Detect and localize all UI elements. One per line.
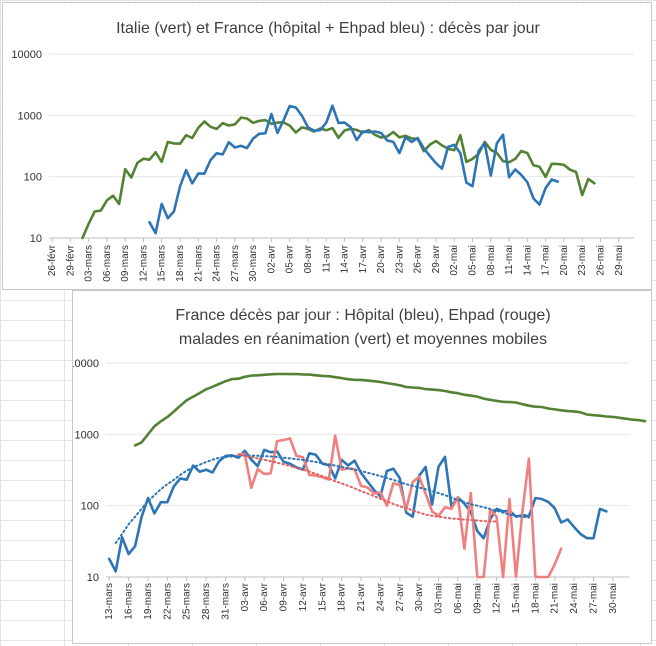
y-tick-label: 10000: [73, 358, 99, 370]
chart-italie-france[interactable]: Italie (vert) et France (hôpital + Ehpad…: [2, 2, 652, 290]
x-tick-label: 05-avr: [285, 244, 296, 273]
x-tick-label: 14-avr: [340, 244, 351, 273]
y-tick-label: 10: [87, 572, 99, 584]
chart-subtitle: malades en réanimation (vert) et moyenne…: [179, 331, 547, 348]
chart-france-deces[interactable]: France décès par jour : Hôpital (bleu), …: [72, 290, 652, 644]
x-tick-label: 24-mars: [212, 245, 223, 282]
x-tick-label: 23-avr: [394, 244, 405, 273]
series-line: [237, 434, 563, 579]
x-tick-label: 29-avr: [431, 244, 442, 273]
x-tick-label: 11-avr: [321, 244, 332, 272]
x-tick-label: 14-mai: [522, 245, 533, 276]
chart-title: France décès par jour : Hôpital (bleu), …: [175, 307, 550, 324]
x-tick-label: 18-avr: [337, 582, 348, 611]
x-tick-label: 02-mai: [449, 245, 460, 276]
x-tick-label: 21-mai: [550, 583, 561, 614]
x-tick-label: 13-mars: [104, 583, 115, 620]
x-tick-label: 15-avr: [317, 582, 328, 611]
x-tick-label: 18-mai: [530, 583, 541, 614]
y-tick-label: 10: [30, 233, 42, 245]
x-tick-label: 06-mars: [102, 245, 113, 282]
series-lines: [81, 104, 596, 240]
y-tick-labels: 10 100 1000 10000: [11, 49, 42, 245]
x-tick-label: 20-mai: [559, 245, 570, 276]
x-tick-label: 03-avr: [240, 582, 251, 611]
y-tick-label: 1000: [75, 429, 99, 441]
x-tick-label: 09-avr: [279, 582, 290, 611]
series-lines: [107, 372, 647, 579]
x-tick-label: 26-mai: [595, 245, 606, 276]
x-tick-label: 31-mars: [220, 583, 231, 620]
x-tick-label: 17-mai: [541, 245, 552, 276]
x-tick-label: 26-avr: [413, 244, 424, 273]
x-tick-label: 08-mai: [486, 245, 497, 276]
chart-france-deces-plot: France décès par jour : Hôpital (bleu), …: [73, 307, 647, 620]
x-tick-label: 03-mars: [84, 245, 95, 282]
x-tick-label: 19-mars: [143, 583, 154, 620]
x-tick-label: 21-mars: [193, 245, 204, 282]
x-tick-label: 21-avr: [356, 582, 367, 611]
series-line: [148, 104, 560, 235]
x-tick-label: 25-mars: [182, 583, 193, 620]
series-line: [133, 372, 647, 447]
chart-italie-france-plot: Italie (vert) et France (hôpital + Ehpad…: [11, 20, 634, 282]
x-tick-label: 22-mars: [162, 583, 173, 620]
x-tick-label: 16-mars: [124, 583, 135, 620]
x-tick-label: 27-avr: [395, 582, 406, 611]
x-tick-label: 27-mars: [230, 245, 241, 282]
x-tick-label: 27-mai: [588, 583, 599, 614]
x-tick-label: 28-mars: [201, 583, 212, 620]
x-tick-label: 06-avr: [259, 582, 270, 611]
x-tick-label: 05-mai: [468, 245, 479, 276]
x-tick-label: 15-mars: [157, 245, 168, 282]
y-tick-label: 100: [81, 501, 99, 513]
y-tick-label: 100: [24, 172, 42, 184]
x-tick-label: 23-mai: [577, 245, 588, 276]
x-tick-label: 24-mai: [569, 583, 580, 614]
x-tick-label: 17-avr: [358, 244, 369, 273]
x-tick-label: 08-avr: [303, 244, 314, 273]
x-tick-label: 02-avr: [266, 244, 277, 273]
series-line: [81, 116, 596, 240]
x-tick-label: 12-avr: [298, 582, 309, 611]
y-gridlines: [49, 53, 634, 239]
x-tick-label: 26-févr: [47, 244, 58, 276]
x-tick-label: 09-mars: [120, 245, 131, 282]
trend-line: [237, 453, 498, 523]
x-tick-label: 30-mai: [608, 583, 619, 614]
x-tick-label: 03-mai: [434, 583, 445, 614]
x-tick-label: 15-mai: [511, 583, 522, 614]
y-tick-label: 1000: [18, 110, 42, 122]
x-tick-labels: 26-févr 29-févr 03-mars 06-mars 09-mars 12-ma…: [47, 238, 625, 282]
x-tick-label: 30-avr: [414, 582, 425, 611]
x-tick-label: 20-avr: [376, 244, 387, 273]
x-tick-label: 29-févr: [65, 244, 76, 276]
x-tick-label: 12-mars: [138, 245, 149, 282]
chart-title: Italie (vert) et France (hôpital + Ehpad…: [116, 20, 540, 37]
x-tick-label: 12-mai: [492, 583, 503, 614]
y-tick-label: 10000: [11, 49, 42, 61]
y-gridlines: [106, 362, 629, 578]
x-tick-label: 29-mai: [614, 245, 625, 276]
x-tick-label: 11-mai: [504, 245, 515, 275]
x-tick-label: 30-mars: [248, 245, 259, 282]
x-tick-labels: 13-mars 16-mars 19-mars 22-mars 25-mars 28-ma…: [104, 577, 619, 620]
x-tick-label: 24-avr: [375, 582, 386, 611]
y-tick-labels: 10 100 1000 10000: [73, 358, 99, 584]
trend-line: [114, 454, 530, 544]
x-tick-label: 06-mai: [453, 583, 464, 614]
x-tick-label: 18-mars: [175, 245, 186, 282]
x-tick-label: 09-mai: [472, 583, 483, 614]
